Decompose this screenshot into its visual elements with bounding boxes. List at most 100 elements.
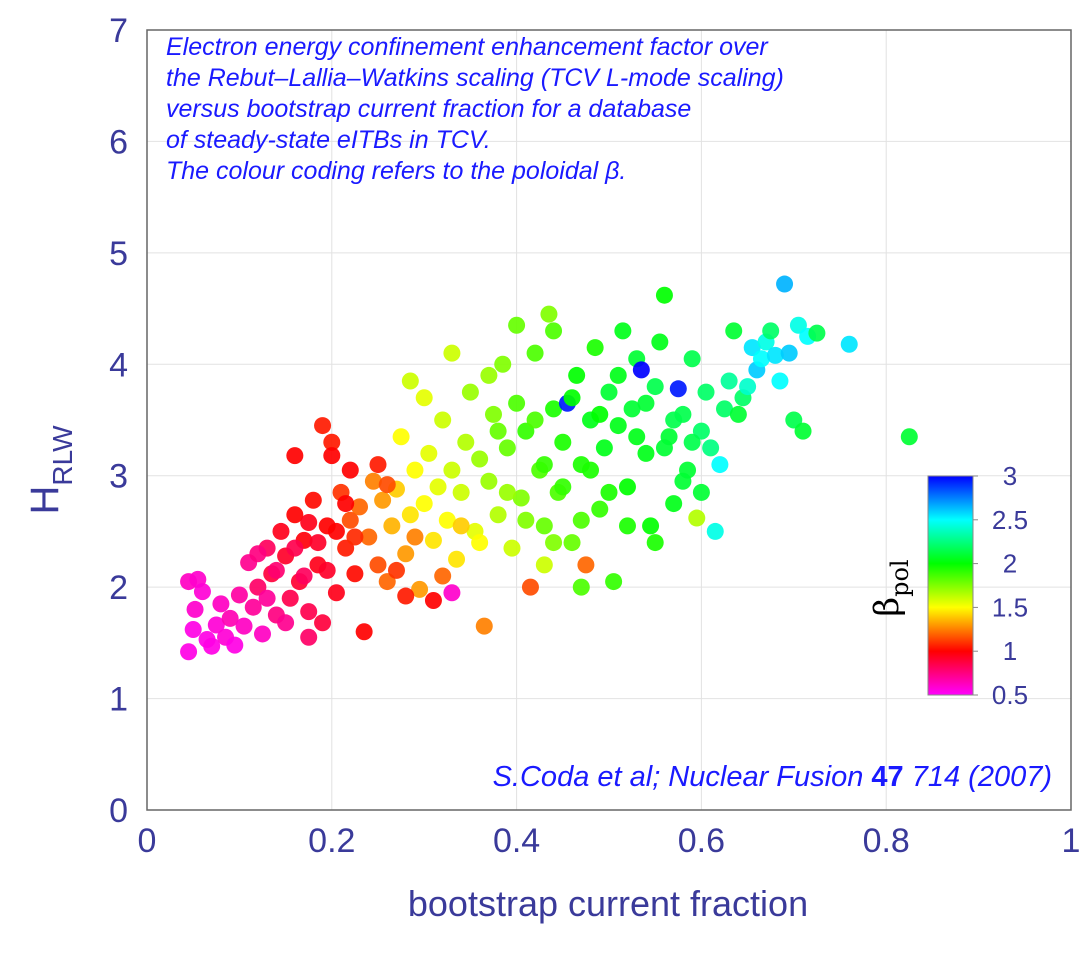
data-point	[346, 528, 364, 546]
data-point	[254, 625, 271, 643]
data-point	[401, 506, 419, 524]
data-point	[669, 380, 687, 398]
data-point	[720, 372, 738, 390]
data-point	[341, 461, 359, 479]
data-point	[725, 322, 743, 340]
data-point	[411, 580, 429, 598]
data-point	[475, 617, 493, 635]
data-point	[360, 528, 378, 546]
data-point	[323, 433, 341, 451]
data-point	[716, 400, 733, 418]
data-point	[605, 573, 623, 591]
data-point	[595, 439, 613, 457]
data-point	[235, 617, 253, 635]
data-point	[300, 514, 318, 532]
data-point	[300, 628, 318, 646]
data-point	[665, 495, 683, 513]
data-point	[535, 517, 553, 535]
y-tick-label: 0	[109, 792, 128, 830]
data-point	[591, 500, 609, 518]
data-point	[498, 439, 516, 457]
data-point	[184, 620, 202, 638]
citation-text: S.Coda et al; Nuclear Fusion	[493, 761, 872, 793]
data-point	[443, 344, 461, 362]
data-point	[563, 534, 581, 552]
data-point	[729, 405, 747, 423]
data-point	[655, 286, 673, 304]
colorbar-tick-label: 0.5	[992, 680, 1028, 710]
data-point	[452, 517, 470, 535]
data-point	[840, 335, 858, 353]
data-point	[771, 372, 789, 390]
annotation-line: the Rebut–Lallia–Watkins scaling (TCV L-…	[166, 64, 784, 92]
data-point	[545, 534, 563, 552]
x-tick-label: 0.6	[678, 822, 725, 860]
data-point	[540, 305, 558, 323]
data-point	[374, 491, 392, 509]
x-tick-label: 0	[138, 822, 157, 860]
data-point	[406, 528, 424, 546]
data-point	[702, 439, 720, 457]
data-point	[341, 511, 359, 529]
y-tick-label: 5	[109, 235, 128, 273]
data-point	[554, 478, 572, 496]
data-point	[304, 491, 322, 509]
data-point	[582, 461, 600, 479]
colorbar-tick-label: 2.5	[992, 505, 1028, 535]
data-point	[480, 472, 498, 490]
colorbar-label: βpol	[867, 559, 914, 616]
data-point	[230, 586, 248, 604]
data-point	[655, 439, 673, 457]
citation-pages: 714 (2007)	[904, 761, 1052, 793]
data-point	[378, 573, 396, 591]
colorbar-tick-label: 1.5	[992, 592, 1028, 622]
data-point	[434, 411, 452, 429]
data-point	[526, 344, 544, 362]
data-point	[646, 534, 664, 552]
data-point	[434, 567, 452, 585]
data-point	[203, 637, 221, 655]
data-point	[327, 522, 345, 540]
data-point	[489, 506, 507, 524]
data-point	[415, 495, 433, 513]
data-point	[318, 561, 336, 579]
data-point	[383, 517, 401, 535]
data-point	[637, 444, 655, 462]
data-point	[420, 444, 438, 462]
data-point	[535, 556, 553, 574]
x-tick-label: 0.2	[308, 822, 355, 860]
annotation-line: versus bootstrap current fraction for a …	[166, 95, 691, 123]
data-point	[364, 472, 382, 490]
data-point	[545, 400, 563, 418]
data-point	[461, 383, 479, 401]
data-point	[900, 428, 918, 446]
data-point	[739, 378, 757, 396]
data-point	[429, 478, 447, 496]
data-point	[642, 517, 660, 535]
colorbar	[927, 475, 974, 696]
data-point	[443, 461, 461, 479]
y-tick-labels: 0 1 2 3 4 5 6 7	[109, 12, 128, 830]
data-point	[212, 595, 230, 613]
data-point	[535, 456, 553, 474]
data-point	[397, 587, 415, 605]
data-point	[618, 478, 636, 496]
data-point	[623, 400, 641, 418]
data-point	[281, 589, 299, 607]
data-point	[369, 456, 387, 474]
data-point	[443, 584, 461, 602]
citation-volume: 47	[871, 761, 903, 793]
data-point	[323, 447, 341, 465]
data-point	[314, 614, 332, 632]
data-point	[628, 428, 646, 446]
data-point	[586, 339, 604, 357]
data-point	[480, 366, 498, 384]
data-point	[180, 643, 198, 661]
data-point	[545, 322, 563, 340]
data-point	[424, 592, 442, 610]
data-point	[614, 322, 632, 340]
data-point	[471, 450, 489, 468]
y-axis-label-main: H	[23, 486, 67, 515]
colorbar-tick-label: 2	[1003, 549, 1017, 579]
data-point	[692, 422, 710, 440]
